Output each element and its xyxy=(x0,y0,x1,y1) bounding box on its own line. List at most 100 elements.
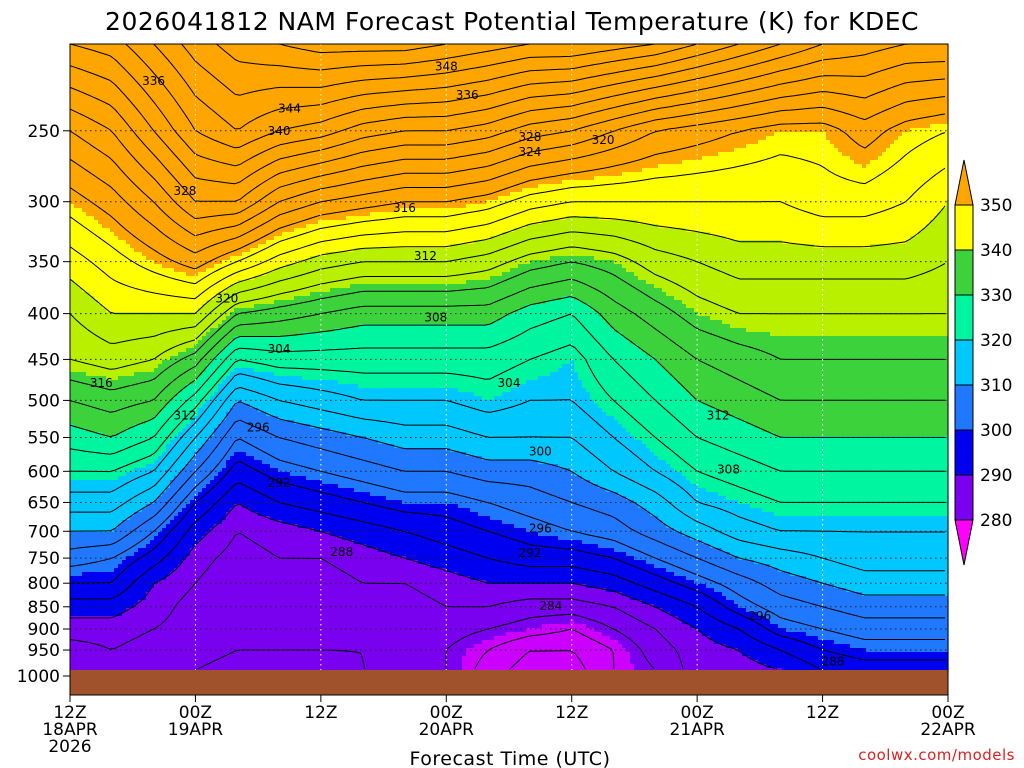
fill-cell xyxy=(102,432,119,437)
fill-cell xyxy=(630,596,727,601)
fill-cell xyxy=(174,396,211,401)
fill-cell xyxy=(118,564,179,569)
fill-cell xyxy=(494,320,607,325)
fill-cell xyxy=(206,440,379,445)
fill-cell xyxy=(682,160,855,165)
contour-label-308: 308 xyxy=(424,310,447,324)
fill-cell xyxy=(594,256,949,261)
contour-fill xyxy=(70,44,949,673)
x-tick-label: 00Z xyxy=(179,703,212,723)
contour-label-348: 348 xyxy=(435,60,458,74)
fill-cell xyxy=(70,220,99,225)
fill-cell xyxy=(82,288,227,293)
fill-cell xyxy=(98,300,207,305)
x-tick-label: 21APR xyxy=(669,720,725,740)
fill-cell xyxy=(154,584,587,589)
fill-cell xyxy=(166,444,203,449)
fill-cell xyxy=(646,560,755,565)
y-tick-label-400: 400 xyxy=(28,305,60,325)
fill-cell xyxy=(70,188,523,193)
fill-cell xyxy=(254,276,491,281)
fill-cell xyxy=(70,196,499,201)
fill-cell xyxy=(218,424,311,429)
fill-cell xyxy=(354,248,949,253)
fill-cell xyxy=(274,300,547,305)
fill-cell xyxy=(230,456,255,461)
fill-cell xyxy=(106,308,199,313)
fill-cell xyxy=(354,488,607,493)
fill-cell xyxy=(458,572,675,577)
fill-cell xyxy=(726,496,949,501)
fill-cell xyxy=(78,284,231,289)
fill-cell xyxy=(186,424,219,429)
fill-cell xyxy=(258,408,603,413)
y-tick-label-500: 500 xyxy=(28,391,60,411)
fill-cell xyxy=(662,288,949,293)
fill-cell xyxy=(98,220,319,225)
fill-cell xyxy=(330,532,539,537)
fill-cell xyxy=(770,332,949,337)
x-tick-label: 00Z xyxy=(681,703,714,723)
fill-cell xyxy=(214,264,287,269)
fill-cell xyxy=(70,620,571,625)
fill-cell xyxy=(166,448,199,453)
fill-cell xyxy=(930,124,949,129)
fill-cell xyxy=(542,624,587,629)
contour-lines xyxy=(69,43,946,670)
fill-cell xyxy=(662,608,747,613)
fill-cell xyxy=(674,296,949,301)
fill-cell xyxy=(626,552,731,557)
fill-cell xyxy=(482,640,619,645)
y-tick-label-850: 850 xyxy=(28,598,60,618)
fill-cell xyxy=(866,648,949,653)
fill-cell xyxy=(398,208,943,213)
fill-cell xyxy=(70,608,127,613)
fill-cell xyxy=(466,652,631,657)
fill-cell xyxy=(494,636,611,641)
fill-cell xyxy=(346,216,567,221)
fill-cell xyxy=(214,432,347,437)
fill-cell xyxy=(198,376,227,381)
fill-cell xyxy=(254,456,483,461)
fill-cell xyxy=(70,72,949,77)
contour-label-292: 292 xyxy=(518,546,541,560)
fill-cell xyxy=(658,456,949,461)
fill-cell xyxy=(614,260,949,265)
fill-cell xyxy=(70,336,203,341)
fill-cell xyxy=(226,412,267,417)
fill-cell xyxy=(946,200,949,205)
fill-cell xyxy=(694,396,949,401)
fill-cell xyxy=(218,388,459,393)
fill-cell xyxy=(142,252,243,257)
fill-cell xyxy=(630,660,759,665)
fill-cell xyxy=(70,580,159,585)
fill-cell xyxy=(570,620,575,625)
fill-cell xyxy=(586,388,687,393)
fill-cell xyxy=(90,292,219,297)
fill-cell xyxy=(70,136,767,141)
fill-cell xyxy=(862,164,867,169)
y-tick-label-250: 250 xyxy=(28,122,60,142)
contour-line-308 xyxy=(69,313,945,472)
fill-cell xyxy=(310,256,551,261)
fill-cell xyxy=(210,360,571,365)
fill-cell xyxy=(878,156,949,161)
fill-cell xyxy=(306,476,583,481)
y-tick-label-350: 350 xyxy=(28,253,60,273)
fill-cell xyxy=(70,468,135,473)
fill-cell xyxy=(818,636,949,641)
fill-cell xyxy=(322,480,591,485)
fill-cell xyxy=(646,508,763,513)
contour-line-318 xyxy=(69,231,946,344)
fill-cell xyxy=(242,252,327,257)
fill-cell xyxy=(698,628,787,633)
fill-cell xyxy=(546,300,583,305)
fill-cell xyxy=(70,312,231,317)
fill-cell xyxy=(138,548,191,553)
fill-cell xyxy=(70,548,139,553)
x-tick-label: 18APR xyxy=(42,720,98,740)
fill-cell xyxy=(70,448,167,453)
fill-cell xyxy=(638,504,751,509)
fill-cell xyxy=(130,516,175,521)
fill-cell xyxy=(622,264,949,269)
